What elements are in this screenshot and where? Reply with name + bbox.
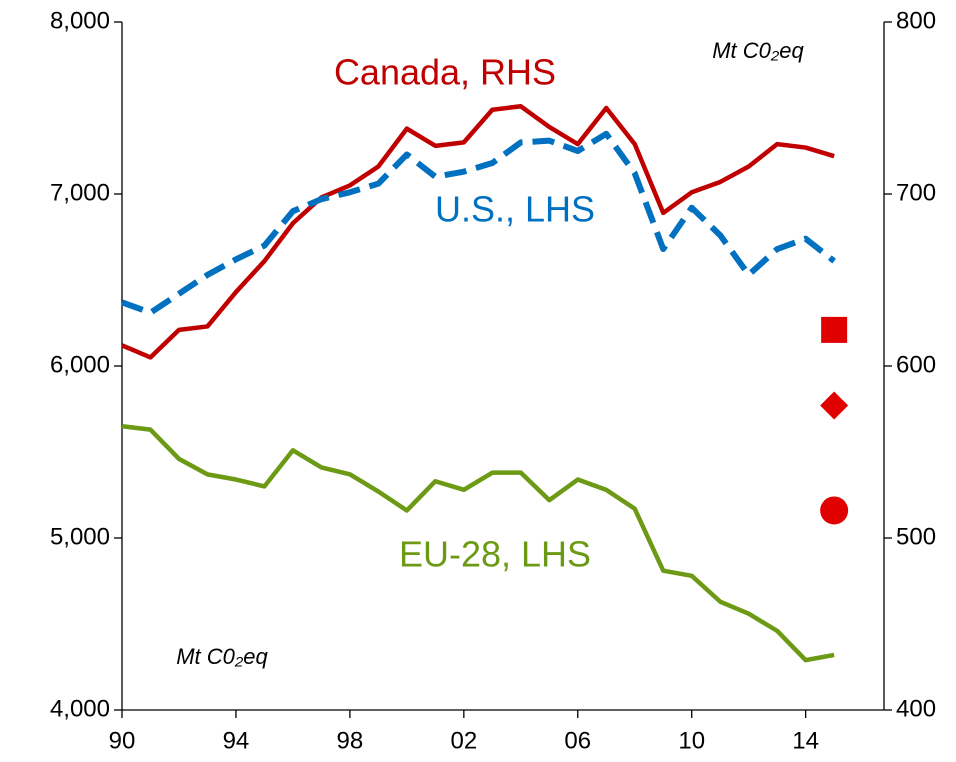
series-line <box>120 130 837 316</box>
x-tick-label: 06 <box>564 727 591 754</box>
x-tick-label: 14 <box>792 727 819 754</box>
series-line <box>121 423 835 663</box>
point <box>821 316 848 343</box>
y2-tick-label: 600 <box>896 351 936 378</box>
series-line <box>121 104 835 360</box>
y2-tick-label: 800 <box>896 7 936 34</box>
y-tick-label: 5,000 <box>50 523 110 550</box>
point <box>820 496 849 525</box>
x-tick-label: 90 <box>109 727 136 754</box>
series-label: U.S., LHS <box>435 189 595 230</box>
y-tick-label: 6,000 <box>50 351 110 378</box>
x-tick-label: 94 <box>223 727 250 754</box>
unit-label: Mt C0₂eq <box>176 644 268 669</box>
y2-tick-label: 400 <box>896 695 936 722</box>
point <box>820 391 849 420</box>
x-tick-label: 98 <box>337 727 364 754</box>
x-tick-label: 10 <box>678 727 705 754</box>
y-tick-label: 7,000 <box>50 179 110 206</box>
series-label: Canada, RHS <box>334 52 556 93</box>
y-tick-label: 8,000 <box>50 7 110 34</box>
series-label: EU-28, LHS <box>399 534 591 575</box>
x-tick-label: 02 <box>450 727 477 754</box>
unit-label: Mt C0₂eq <box>712 38 804 63</box>
y2-tick-label: 700 <box>896 179 936 206</box>
y2-tick-label: 500 <box>896 523 936 550</box>
y-tick-label: 4,000 <box>50 695 110 722</box>
